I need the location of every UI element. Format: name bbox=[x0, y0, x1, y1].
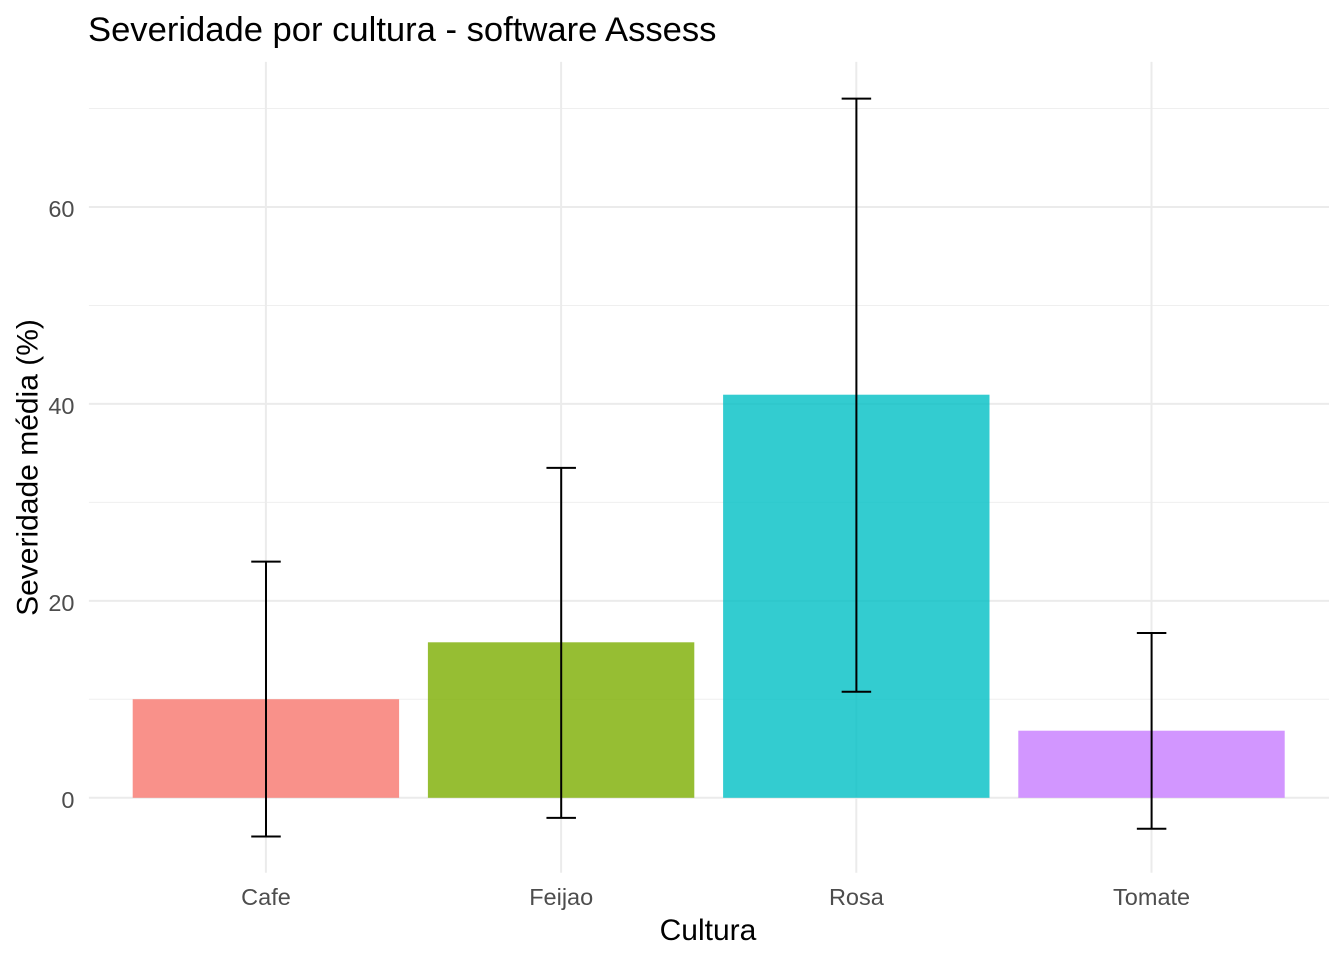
svg-text:0: 0 bbox=[61, 787, 74, 813]
svg-text:Cafe: Cafe bbox=[241, 884, 291, 910]
svg-text:Feijao: Feijao bbox=[529, 884, 593, 910]
svg-text:Cultura: Cultura bbox=[660, 914, 757, 947]
svg-text:40: 40 bbox=[48, 393, 74, 419]
svg-text:60: 60 bbox=[48, 196, 74, 222]
svg-text:Rosa: Rosa bbox=[829, 884, 885, 910]
svg-text:Severidade média (%): Severidade média (%) bbox=[12, 319, 45, 616]
svg-text:Severidade por cultura - softw: Severidade por cultura - software Assess bbox=[88, 11, 716, 49]
svg-text:20: 20 bbox=[48, 590, 74, 616]
svg-text:Tomate: Tomate bbox=[1113, 884, 1190, 910]
